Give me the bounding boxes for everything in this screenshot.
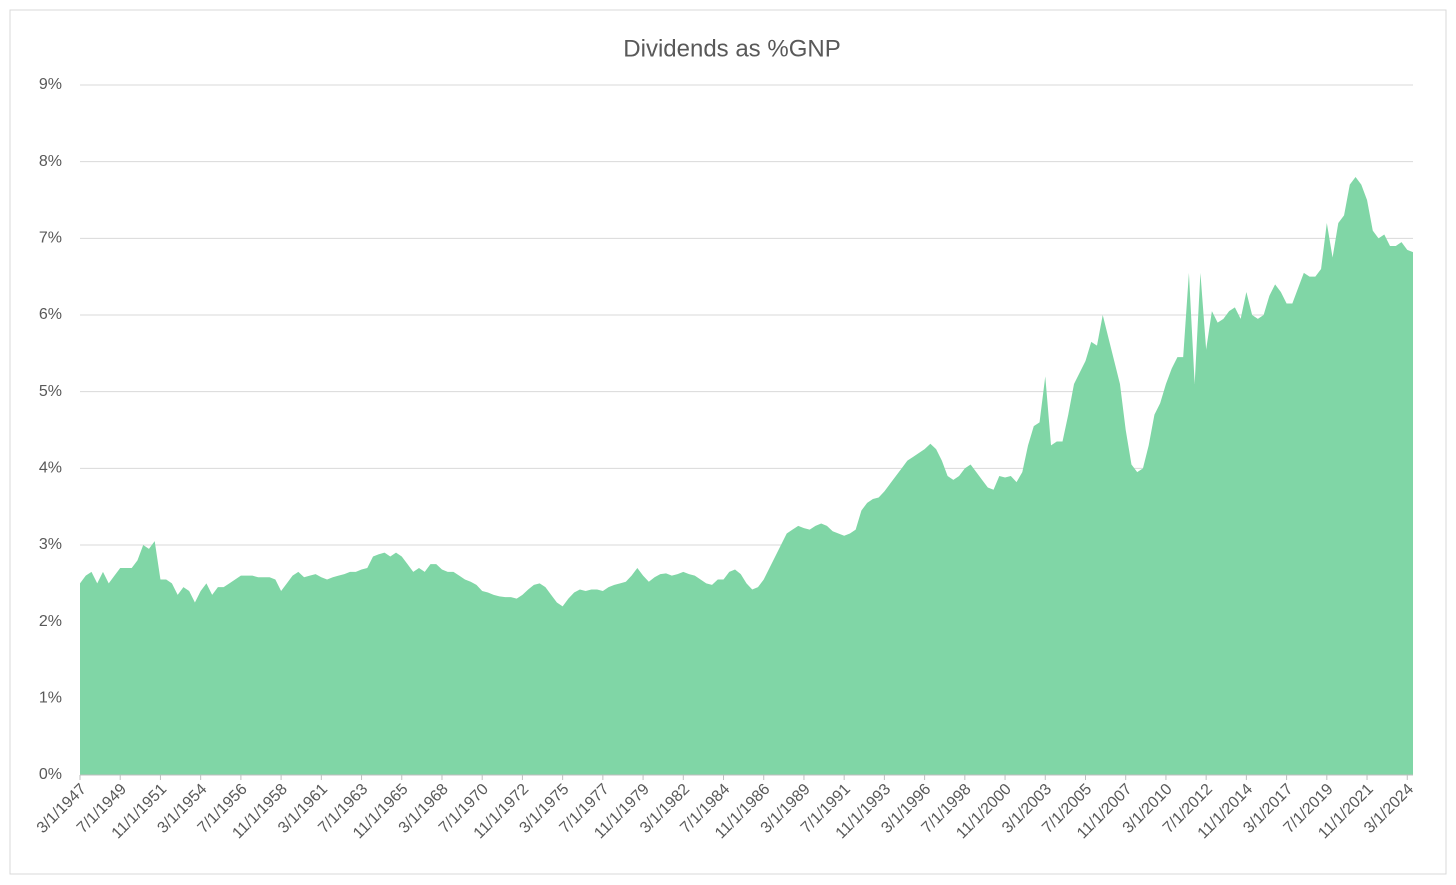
area [80, 177, 1413, 775]
y-tick-label: 2% [39, 613, 62, 630]
y-tick-label: 1% [39, 690, 62, 707]
y-tick-label: 6% [39, 306, 62, 323]
y-tick-label: 4% [39, 460, 62, 477]
y-tick-label: 3% [39, 536, 62, 553]
y-tick-label: 0% [39, 766, 62, 783]
chart-title: Dividends as %GNP [623, 35, 840, 62]
y-tick-label: 8% [39, 153, 62, 170]
y-tick-label: 5% [39, 383, 62, 400]
y-tick-label: 9% [39, 76, 62, 93]
y-tick-label: 7% [39, 230, 62, 247]
